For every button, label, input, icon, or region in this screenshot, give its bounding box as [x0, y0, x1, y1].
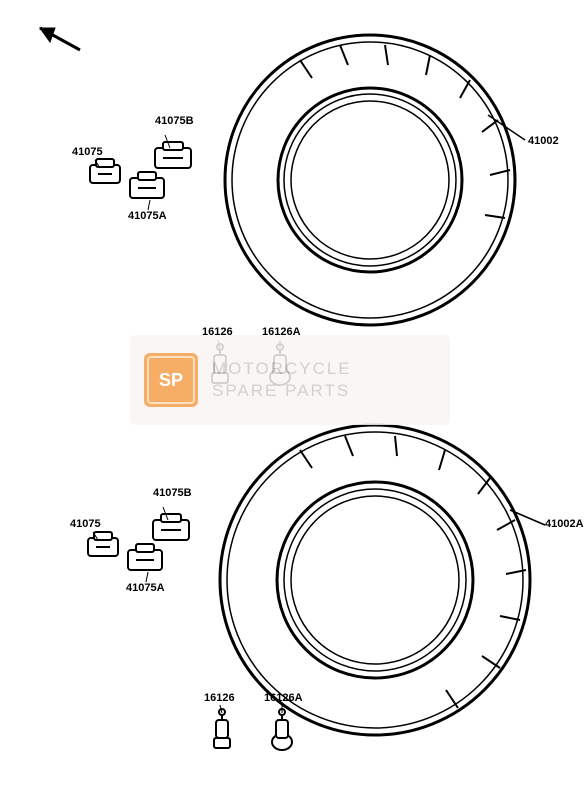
label-16126a-top: 16126A — [262, 326, 301, 338]
label-41002: 41002 — [528, 135, 559, 147]
label-16126-bot: 16126 — [204, 692, 235, 704]
label-41075-top: 41075 — [72, 146, 103, 158]
valves-bottom — [214, 709, 292, 750]
balance-weights-top — [90, 142, 191, 198]
label-41002a: 41002A — [545, 518, 584, 530]
label-16126a-bot: 16126A — [264, 692, 303, 704]
label-41075a-bot: 41075A — [126, 582, 165, 594]
watermark-badge: SP — [144, 353, 198, 407]
label-41075a-top: 41075A — [128, 210, 167, 222]
rear-tire — [220, 425, 530, 735]
label-16126-top: 16126 — [202, 326, 233, 338]
label-41075b-bot: 41075B — [153, 487, 192, 499]
watermark: SP MOTORCYCLE SPARE PARTS — [130, 335, 450, 425]
parts-diagram: SP MOTORCYCLE SPARE PARTS 41075B 41075 4… — [0, 0, 586, 799]
watermark-text: MOTORCYCLE SPARE PARTS — [212, 358, 352, 402]
balance-weights-bottom — [88, 514, 189, 570]
watermark-line1: MOTORCYCLE — [212, 358, 352, 380]
label-41075b-top: 41075B — [155, 115, 194, 127]
label-41075-bot: 41075 — [70, 518, 101, 530]
orientation-arrow — [40, 28, 80, 50]
watermark-line2: SPARE PARTS — [212, 380, 352, 402]
front-tire — [225, 35, 515, 325]
